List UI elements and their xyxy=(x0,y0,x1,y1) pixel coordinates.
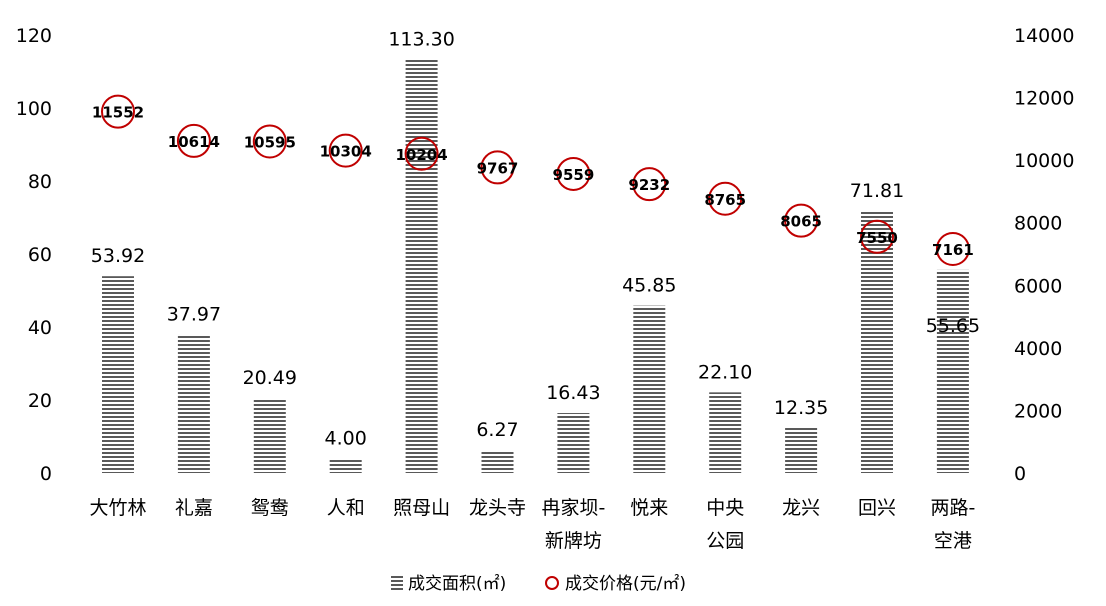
category-label: 冉家坝- xyxy=(541,497,605,519)
price-markers: 11552 10614 10595 10304 10204 9767 9559 9232 876… xyxy=(92,94,974,266)
price-marker xyxy=(252,124,287,159)
left-tick-label: 60 xyxy=(28,244,52,266)
area-bar-label: 37.97 xyxy=(167,303,221,325)
right-tick-label: 2000 xyxy=(1014,400,1062,422)
price-label: 8065 xyxy=(780,213,822,231)
category-label: 龙兴 xyxy=(782,497,820,519)
price-label: 8765 xyxy=(704,191,746,209)
price-marker xyxy=(328,133,363,168)
right-y-axis: 0 2000 4000 6000 8000 10000 12000 14000 xyxy=(1014,25,1074,485)
right-tick-label: 10000 xyxy=(1014,150,1074,172)
category-label: 新牌坊 xyxy=(545,530,602,552)
price-marker xyxy=(860,219,894,254)
area-bar xyxy=(102,276,134,473)
category-label: 中央 xyxy=(706,497,744,519)
area-bar xyxy=(253,398,286,473)
price-label: 10204 xyxy=(396,146,448,164)
price-marker xyxy=(101,94,135,129)
area-bar xyxy=(633,305,666,473)
area-bar-label: 113.30 xyxy=(388,28,454,50)
legend: 成交面积(㎡) 成交价格(元/㎡) xyxy=(391,574,686,594)
legend-marker-label: 成交价格(元/㎡) xyxy=(565,574,686,594)
price-label: 9232 xyxy=(628,176,670,194)
left-tick-label: 0 xyxy=(40,463,52,485)
area-bar xyxy=(557,413,590,473)
legend-bar-swatch xyxy=(391,576,403,590)
area-bar-label: 12.35 xyxy=(774,397,828,419)
right-tick-label: 6000 xyxy=(1014,275,1062,297)
category-label: 悦来 xyxy=(630,497,668,519)
area-bar-label: 45.85 xyxy=(622,275,676,297)
category-label: 礼嘉 xyxy=(175,497,213,519)
area-bar xyxy=(481,450,514,473)
area-bar-label: 16.43 xyxy=(546,382,600,404)
price-marker xyxy=(935,231,970,266)
area-bar-label: 22.10 xyxy=(698,361,752,383)
area-bar-label: 20.49 xyxy=(243,367,297,389)
price-marker xyxy=(404,136,439,171)
area-bar xyxy=(936,269,969,473)
category-label: 鸳鸯 xyxy=(251,497,289,519)
price-marker xyxy=(784,203,819,238)
right-tick-label: 12000 xyxy=(1014,88,1074,110)
price-label: 10614 xyxy=(168,133,220,151)
area-bar-label: 55.65 xyxy=(926,315,980,337)
area-bar xyxy=(861,210,893,473)
price-marker xyxy=(176,123,211,158)
price-label: 9767 xyxy=(477,159,519,177)
category-label: 大竹林 xyxy=(89,497,146,519)
left-tick-label: 100 xyxy=(16,98,52,120)
price-label: 7161 xyxy=(932,241,974,259)
left-tick-label: 20 xyxy=(28,390,52,412)
left-y-axis: 0 20 40 60 80 100 120 xyxy=(16,25,52,485)
right-tick-label: 8000 xyxy=(1014,213,1062,235)
price-marker xyxy=(480,150,515,185)
area-bars xyxy=(102,59,969,473)
category-label: 回兴 xyxy=(858,497,896,519)
category-label: 照母山 xyxy=(393,497,450,519)
legend-bar-label: 成交面积(㎡) xyxy=(408,574,506,594)
legend-marker-swatch xyxy=(545,576,559,590)
price-marker xyxy=(708,181,743,216)
area-bar xyxy=(709,392,742,473)
category-label: 两路- xyxy=(930,497,975,519)
area-bar xyxy=(405,59,438,473)
category-label: 空港 xyxy=(934,530,972,552)
category-label: 龙头寺 xyxy=(469,497,526,519)
left-tick-label: 40 xyxy=(28,317,52,339)
area-bar-label: 4.00 xyxy=(325,427,367,449)
right-tick-label: 4000 xyxy=(1014,338,1062,360)
price-label: 10304 xyxy=(320,143,372,161)
area-bar xyxy=(329,458,362,473)
right-tick-label: 0 xyxy=(1014,463,1026,485)
price-label: 10595 xyxy=(244,134,296,152)
left-tick-label: 80 xyxy=(28,171,52,193)
price-label: 11552 xyxy=(92,104,144,122)
area-bar xyxy=(785,427,818,473)
price-marker xyxy=(556,156,591,191)
price-marker xyxy=(632,167,667,202)
area-bar xyxy=(177,334,210,473)
price-label: 7550 xyxy=(856,229,898,247)
area-bar-labels: 53.92 37.97 20.49 4.00 113.30 6.27 16.43 45.85 2… xyxy=(91,28,980,449)
category-label: 人和 xyxy=(327,497,365,519)
right-tick-label: 14000 xyxy=(1014,25,1074,47)
area-bar-label: 53.92 xyxy=(91,245,145,267)
area-bar-label: 6.27 xyxy=(476,419,518,441)
price-label: 9559 xyxy=(553,166,595,184)
area-bar-label: 71.81 xyxy=(850,180,904,202)
category-label: 公园 xyxy=(706,530,744,552)
left-tick-label: 120 xyxy=(16,25,52,47)
